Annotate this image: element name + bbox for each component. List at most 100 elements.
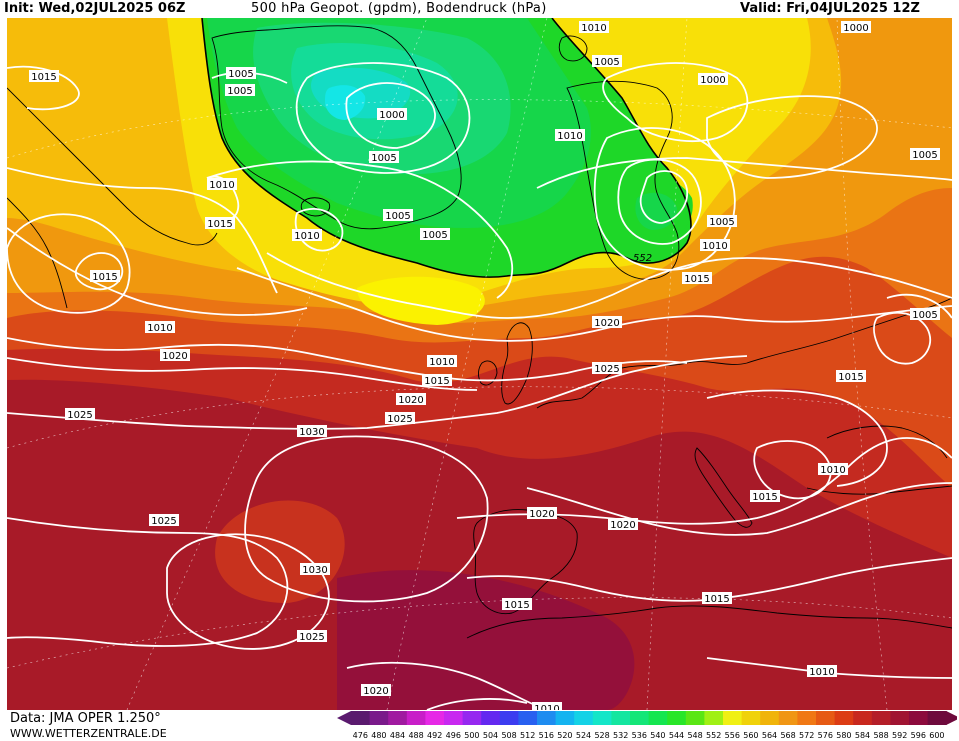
legend-swatch [834, 711, 854, 725]
svg-text:1005: 1005 [709, 217, 734, 228]
svg-text:1010: 1010 [557, 131, 582, 142]
legend-swatch [518, 711, 538, 725]
legend-tick-label: 552 [706, 731, 721, 740]
isobar-label: 1025 [592, 362, 622, 375]
contour-552 [201, 18, 692, 278]
svg-text:1015: 1015 [424, 376, 449, 387]
field-554 [357, 276, 485, 325]
svg-text:1010: 1010 [534, 704, 559, 710]
legend-arrow-left [337, 711, 351, 725]
svg-text:1030: 1030 [302, 565, 327, 576]
isobar-label: 1015 [422, 374, 452, 387]
svg-text:1020: 1020 [363, 686, 388, 697]
svg-text:1015: 1015 [207, 219, 232, 230]
legend-tick-label: 480 [371, 731, 386, 740]
legend-tick-label: 560 [743, 731, 758, 740]
svg-text:1000: 1000 [379, 110, 404, 121]
graticule [7, 18, 952, 710]
contour-label-552: 552 [633, 253, 652, 264]
svg-text:1015: 1015 [684, 274, 709, 285]
legend-swatch [890, 711, 910, 725]
legend-swatch [871, 711, 891, 725]
isobar-label: 1030 [300, 563, 330, 576]
svg-text:1015: 1015 [752, 492, 777, 503]
isobar-label: 1015 [90, 270, 120, 283]
svg-text:1000: 1000 [700, 75, 725, 86]
svg-text:1020: 1020 [529, 509, 554, 520]
legend-swatch [592, 711, 612, 725]
legend-tick-label: 516 [539, 731, 554, 740]
svg-text:1015: 1015 [31, 72, 56, 83]
valid-time: Valid: Fri,04JUL2025 12Z [740, 1, 920, 16]
legend-swatch [853, 711, 873, 725]
svg-text:1025: 1025 [387, 414, 412, 425]
isobar-label: 1015 [29, 70, 59, 83]
isobar-label: 1025 [297, 630, 327, 643]
svg-text:1005: 1005 [912, 310, 937, 321]
svg-text:1005: 1005 [227, 86, 252, 97]
svg-text:1005: 1005 [594, 57, 619, 68]
isobar-label: 1010 [532, 702, 562, 710]
legend-swatch [462, 711, 482, 725]
isobar-label: 1005 [910, 148, 940, 161]
legend-swatch [555, 711, 575, 725]
isobar-label: 1025 [149, 514, 179, 527]
isobar-label: 1015 [750, 490, 780, 503]
svg-text:1010: 1010 [294, 231, 319, 242]
isobar-label: 1005 [369, 151, 399, 164]
isobar-label: 1005 [226, 67, 256, 80]
svg-text:1005: 1005 [228, 69, 253, 80]
isobar-label: 1005 [225, 84, 255, 97]
isobar-label: 1010 [579, 21, 609, 34]
svg-text:1015: 1015 [504, 600, 529, 611]
svg-text:1030: 1030 [299, 427, 324, 438]
legend-swatch [797, 711, 817, 725]
isobar-label: 1010 [807, 665, 837, 678]
legend-swatch [648, 711, 668, 725]
isobar-label: 1010 [207, 178, 237, 191]
isobar-label: 1020 [608, 518, 638, 531]
svg-text:1010: 1010 [820, 465, 845, 476]
svg-text:1020: 1020 [610, 520, 635, 531]
legend-tick-label: 596 [911, 731, 926, 740]
legend-tick-label: 548 [687, 731, 702, 740]
legend-swatch [574, 711, 594, 725]
legend-swatch [778, 711, 798, 725]
legend-tick-label: 600 [929, 731, 944, 740]
legend-swatch [723, 711, 743, 725]
isobar-label: 1025 [65, 408, 95, 421]
legend-swatch [741, 711, 761, 725]
legend-swatch [481, 711, 501, 725]
svg-text:1010: 1010 [581, 23, 606, 34]
legend-tick-label: 556 [725, 731, 740, 740]
svg-text:1005: 1005 [422, 230, 447, 241]
svg-text:1020: 1020 [398, 395, 423, 406]
website-url: WWW.WETTERZENTRALE.DE [10, 727, 167, 740]
isobar-label: 1010 [555, 129, 585, 142]
legend-tick-label: 524 [576, 731, 591, 740]
legend-tick-label: 492 [427, 731, 442, 740]
legend-tick-label: 504 [483, 731, 498, 740]
legend-tick-label: 520 [557, 731, 572, 740]
svg-text:1025: 1025 [151, 516, 176, 527]
legend-tick-label: 576 [818, 731, 833, 740]
field-532 [325, 85, 366, 120]
legend-swatch [760, 711, 780, 725]
data-source: Data: JMA OPER 1.250° [10, 711, 161, 726]
legend-swatch [685, 711, 705, 725]
isobar-label: 1020 [592, 316, 622, 329]
isobar-label: 1030 [297, 425, 327, 438]
isobar-label: 1015 [702, 592, 732, 605]
init-time: Init: Wed,02JUL2025 06Z [4, 1, 186, 16]
legend-tick-label: 536 [632, 731, 647, 740]
svg-text:1000: 1000 [843, 23, 868, 34]
isobar-label: 1020 [396, 393, 426, 406]
svg-text:1015: 1015 [92, 272, 117, 283]
legend-swatch [388, 711, 408, 725]
svg-text:1005: 1005 [385, 211, 410, 222]
isobar-label: 1000 [377, 108, 407, 121]
legend-tick-label: 568 [780, 731, 795, 740]
legend-arrow-right [946, 711, 957, 725]
svg-text:1020: 1020 [162, 351, 187, 362]
chart-footer: Data: JMA OPER 1.250° WWW.WETTERZENTRALE… [0, 710, 959, 741]
